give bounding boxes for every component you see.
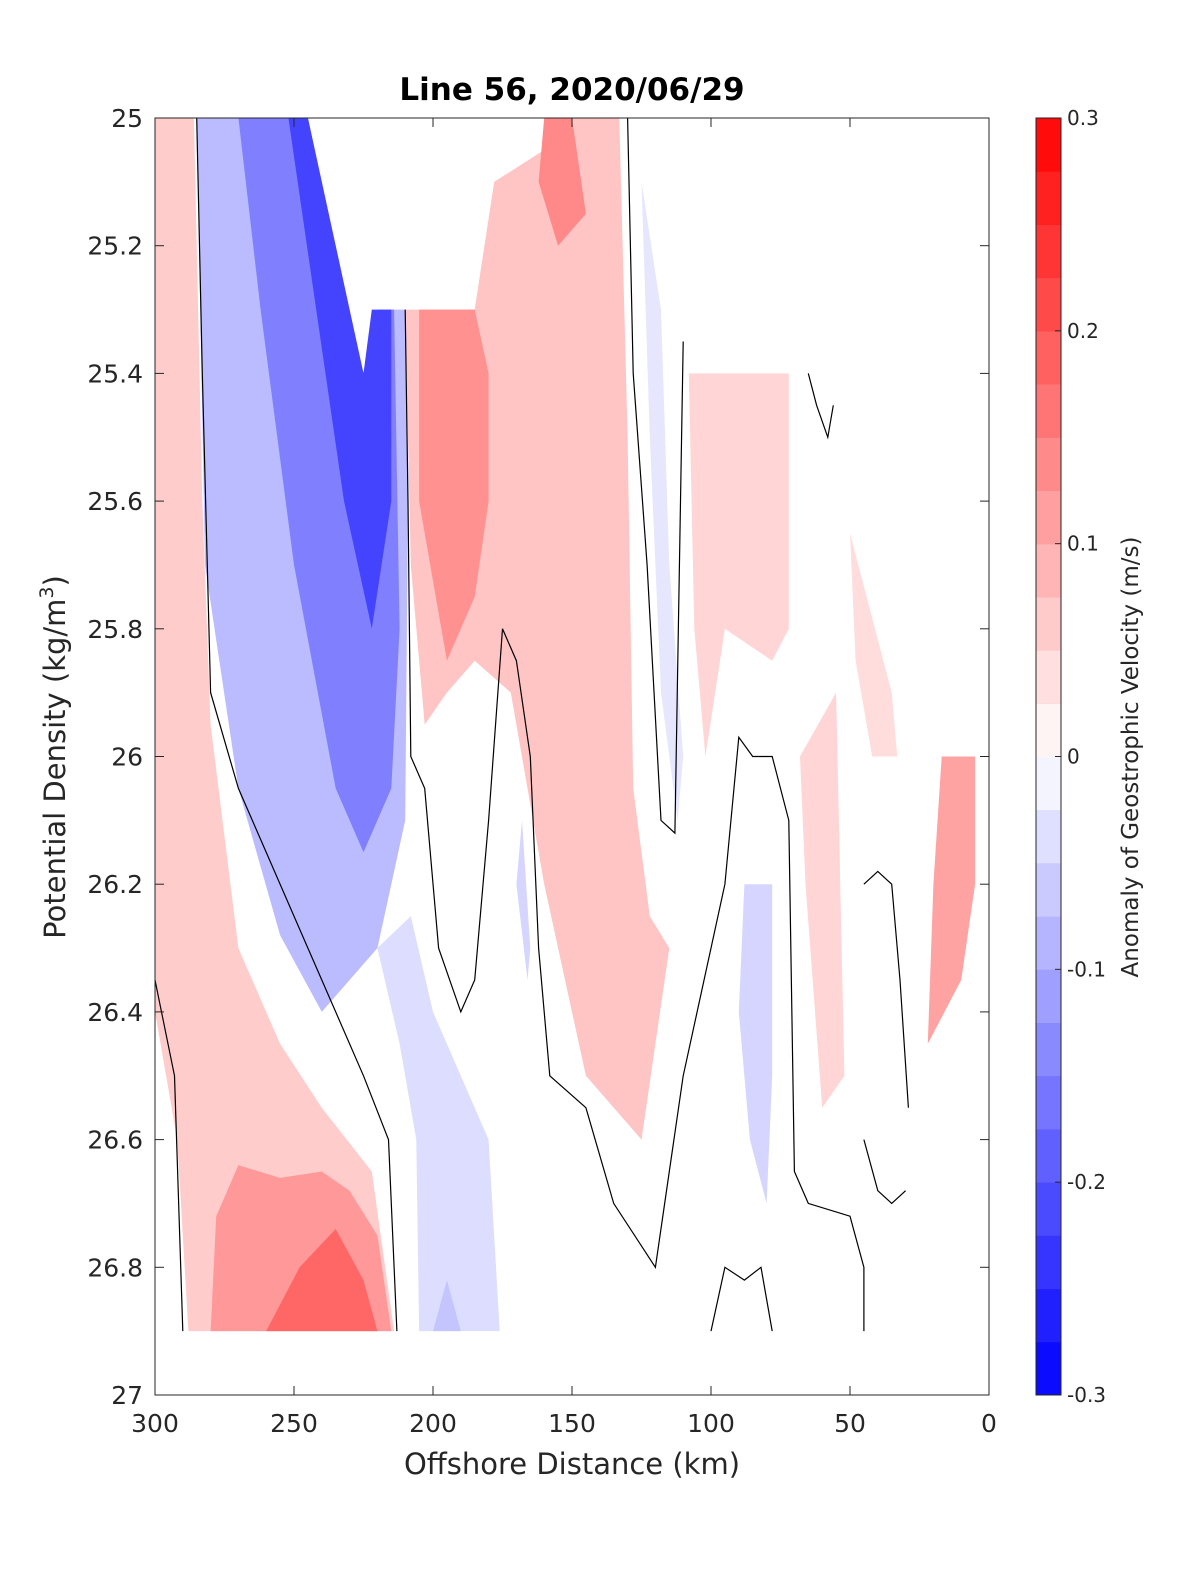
x-axis: 300 250 200 150 100 50 0 — [131, 118, 997, 1438]
y-axis-label-close: ) — [38, 575, 72, 586]
colorbar-tick-label: -0.3 — [1067, 1383, 1106, 1407]
zero-contour-6 — [863, 870, 909, 1108]
colorbar-step — [1036, 1182, 1061, 1236]
zero-contour-lines — [155, 118, 909, 1332]
colorbar-step — [1036, 703, 1061, 757]
region-red-east-top — [850, 533, 898, 757]
x-tick-label: 100 — [687, 1409, 735, 1438]
y-tick-label: 27 — [111, 1381, 143, 1410]
region-blue-lower-spot — [433, 1280, 461, 1332]
colorbar-step — [1036, 1288, 1061, 1343]
x-tick-label: 150 — [548, 1409, 596, 1438]
y-tick-label: 26.2 — [87, 870, 143, 899]
y-tick-label: 25.8 — [87, 615, 143, 644]
colorbar-step — [1036, 862, 1061, 917]
y-axis-label: Potential Density (kg/m3) — [36, 575, 72, 939]
colorbar-tick-label: -0.2 — [1067, 1170, 1106, 1194]
colorbar-step — [1036, 490, 1061, 545]
x-tick-label: 250 — [270, 1409, 318, 1438]
x-tick-label: 300 — [131, 1409, 179, 1438]
zero-contour-3 — [404, 309, 865, 1332]
colorbar-step — [1036, 1341, 1061, 1396]
x-tick-label: 50 — [834, 1409, 866, 1438]
region-red-southwest-deep — [266, 1229, 378, 1332]
colorbar — [1035, 117, 1062, 1396]
region-red-east-patch — [688, 373, 789, 757]
y-tick-label: 26.6 — [87, 1126, 143, 1155]
colorbar-step — [1036, 118, 1061, 172]
colorbar-label: Anomaly of Geostrophic Velocity (m/s) — [1118, 537, 1144, 978]
colorbar-step — [1036, 596, 1061, 651]
contour-fill-regions — [155, 118, 976, 1332]
zero-contour-4 — [627, 118, 684, 835]
region-red-east-band — [800, 692, 845, 1108]
colorbar-step — [1036, 969, 1061, 1024]
region-red-central-core — [419, 309, 489, 661]
colorbar-step — [1036, 650, 1061, 704]
colorbar-step — [1036, 809, 1061, 864]
colorbar-tick-label: -0.1 — [1067, 957, 1106, 981]
colorbar-step — [1036, 916, 1061, 970]
region-blue-upper-deep-core — [288, 118, 392, 629]
region-blue-mid-slice — [516, 820, 531, 980]
region-red-top-core — [538, 118, 586, 246]
colorbar-step — [1036, 224, 1061, 279]
y-tick-label: 26.8 — [87, 1253, 143, 1282]
y-axis: 25 25.2 25.4 25.6 25.8 26 26.2 26.4 26.6 26.8 27 — [87, 104, 989, 1410]
region-blue-lower-tail — [377, 916, 500, 1332]
x-axis-label: Offshore Distance (km) — [404, 1447, 740, 1481]
zero-contour-5 — [807, 373, 834, 440]
colorbar-tick-label: 0 — [1067, 745, 1080, 769]
region-blue-upper-core — [238, 118, 400, 853]
x-tick-label: 200 — [409, 1409, 457, 1438]
colorbar-step — [1036, 384, 1061, 438]
y-tick-label: 26.4 — [87, 998, 143, 1027]
colorbar-step — [1036, 1075, 1061, 1130]
y-tick-label: 25.6 — [87, 487, 143, 516]
x-tick-label: 0 — [981, 1409, 997, 1438]
region-blue-narrow-central — [641, 181, 684, 821]
colorbar-step — [1036, 437, 1061, 491]
y-tick-label: 25.2 — [87, 232, 143, 261]
y-tick-label: 26 — [111, 743, 143, 772]
colorbar-step — [1036, 543, 1061, 598]
colorbar-step — [1036, 277, 1061, 332]
colorbar-step — [1036, 1022, 1061, 1077]
y-tick-label: 25 — [111, 104, 143, 133]
colorbar-step — [1036, 1128, 1061, 1183]
zero-contour-7 — [710, 1266, 773, 1332]
colorbar-tick-label: 0.2 — [1067, 319, 1099, 343]
y-tick-label: 25.4 — [87, 359, 143, 388]
colorbar-tick-label: 0.3 — [1067, 106, 1099, 130]
colorbar-step — [1036, 330, 1061, 385]
colorbar-step — [1036, 1235, 1061, 1290]
y-axis-label-main: Potential Density (kg/m — [38, 599, 72, 939]
zero-contour-1 — [196, 118, 398, 1332]
region-blue-east-lower — [738, 884, 773, 1204]
colorbar-tick-label: 0.1 — [1067, 532, 1099, 556]
region-red-coast-edge — [927, 756, 976, 1044]
y-axis-label-sup: 3 — [36, 586, 58, 598]
colorbar-ticks: -0.3 -0.2 -0.1 0 0.1 0.2 0.3 — [1055, 106, 1106, 1407]
chart-title: Line 56, 2020/06/29 — [399, 72, 744, 108]
region-red-west-mid — [155, 118, 395, 1332]
zero-contour-8 — [863, 1139, 907, 1205]
colorbar-step — [1036, 756, 1061, 811]
colorbar-step — [1036, 171, 1061, 225]
